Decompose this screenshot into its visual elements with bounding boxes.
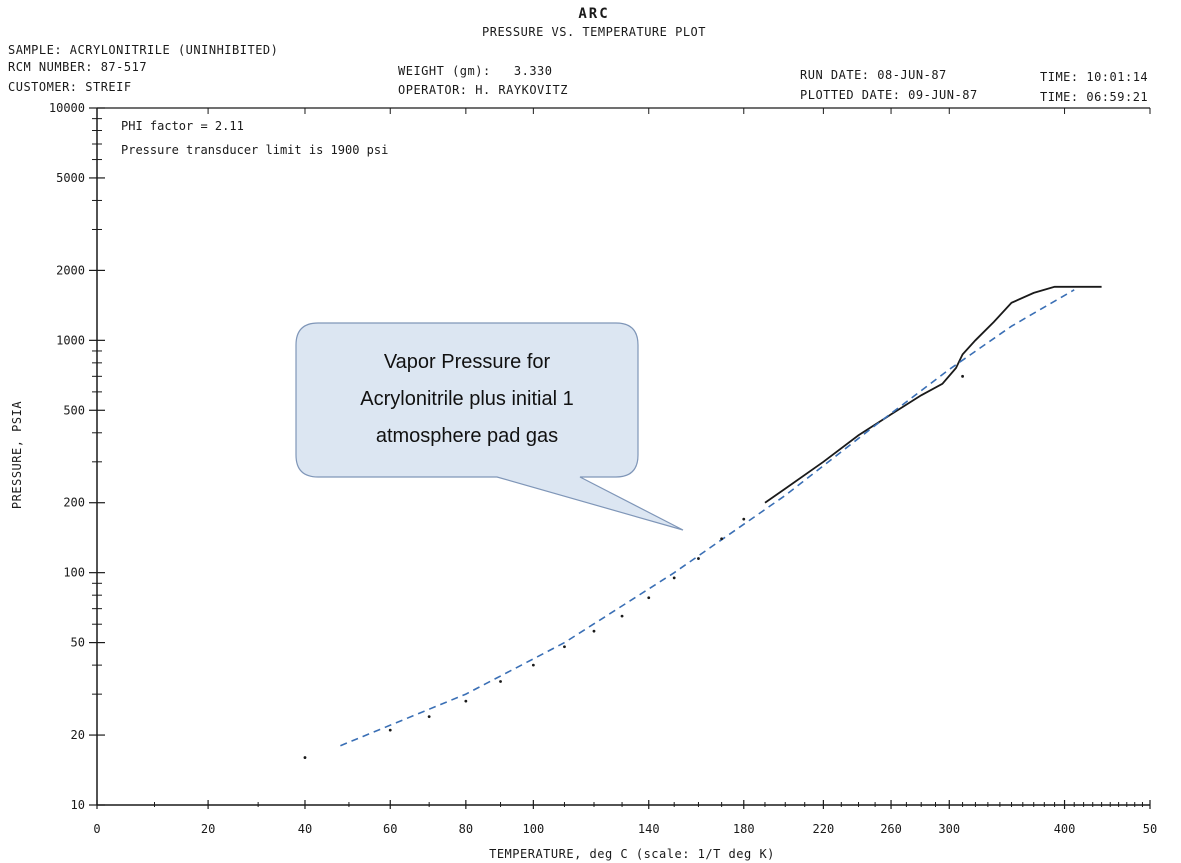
data-point [742,517,746,521]
data-point [961,374,964,378]
data-point [427,715,431,719]
callout-line-3: atmosphere pad gas [376,425,558,447]
x-tick-label: 100 [523,822,545,836]
data-point [647,596,651,600]
callout-bubble [295,322,684,531]
callout-line-2: Acrylonitrile plus initial 1 [360,388,573,410]
data-point [499,680,502,683]
y-tick-label: 1000 [56,333,85,347]
y-tick-label: 20 [71,728,85,742]
transducer-limit-annotation: Pressure transducer limit is 1900 psi [121,143,388,157]
axis-frame: 10 20 50 100 200 500 1000 2000 5000 10000 0 20 40 60 8… [49,101,1157,836]
x-tick-label: 300 [938,822,960,836]
vapor-pressure-callout: Vapor Pressure for Acrylonitrile plus in… [295,322,684,531]
data-point [697,557,700,560]
x-tick-label: 40 [298,822,312,836]
chart-org: ARC [578,6,610,22]
run-date-label: RUN DATE: 08-JUN-87 [800,68,947,82]
y-tick-label: 10000 [49,101,85,115]
sample-label: SAMPLE: ACRYLONITRILE (UNINHIBITED) [8,43,279,57]
plotted-date-label: PLOTTED DATE: 09-JUN-87 [800,88,978,102]
plotted-time-label: TIME: 06:59:21 [1040,90,1149,104]
y-tick-label: 500 [63,403,85,417]
data-point [563,645,566,649]
customer-label: CUSTOMER: STREIF [8,80,132,94]
run-time-label: TIME: 10:01:14 [1040,70,1149,84]
y-tick-label: 50 [71,636,85,650]
x-tick-label: 60 [383,822,397,836]
y-tick-label: 2000 [56,263,85,277]
x-tick-label: 180 [733,822,755,836]
callout-line-1: Vapor Pressure for [384,351,551,373]
data-point [720,537,724,541]
x-tick-label: 400 [1054,822,1076,836]
chart-title: PRESSURE VS. TEMPERATURE PLOT [481,25,707,39]
x-tick-label: 20 [201,822,215,836]
measured-pressure-line [764,285,1102,504]
y-tick-label: 10 [71,798,85,812]
weight-label: WEIGHT (gm): 3.330 [398,64,553,78]
rcm-number-label: RCM NUMBER: 87-517 [8,60,148,74]
data-point [531,663,535,667]
data-point [620,614,624,618]
annotation-layer: PHI factor = 2.11 Pressure transducer li… [121,119,388,157]
x-tick-label: 220 [813,822,835,836]
series-layer [303,285,1102,759]
x-tick-label: 0 [93,822,100,836]
x-tick-label: 140 [638,822,660,836]
x-tick-label: 260 [880,822,902,836]
y-tick-label: 100 [63,566,85,580]
phi-factor-annotation: PHI factor = 2.11 [121,119,244,133]
y-tick-label: 5000 [56,171,85,185]
y-tick-label: 200 [63,496,85,510]
y-axis-title: PRESSURE, PSIA [10,401,24,509]
operator-label: OPERATOR: H. RAYKOVITZ [398,83,568,97]
data-point [464,699,468,703]
x-axis-title: TEMPERATURE, deg C (scale: 1/T deg K) [489,847,775,861]
data-point [388,728,392,732]
data-point [592,629,596,633]
data-point [303,756,307,759]
data-point [672,576,676,580]
x-tick-label: 50 [1143,822,1157,836]
vapor-pressure-dashed-line [340,289,1075,747]
x-tick-label: 80 [459,822,473,836]
